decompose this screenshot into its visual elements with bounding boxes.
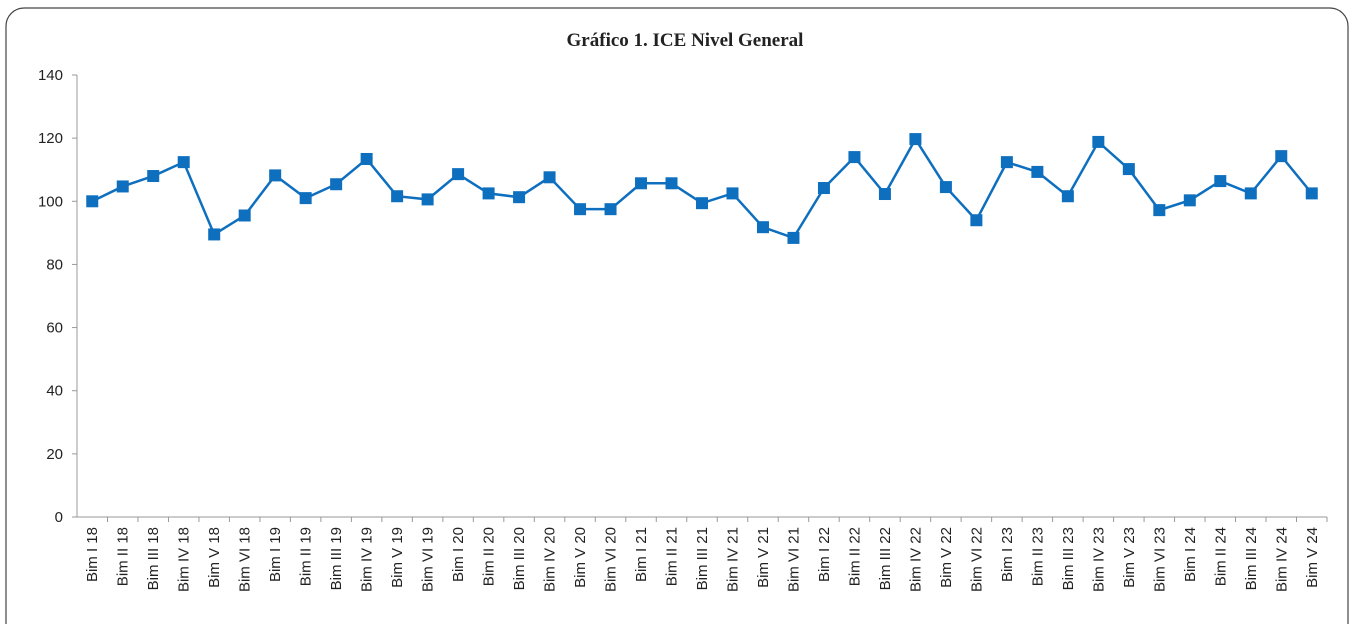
data-point [482, 187, 495, 200]
x-tick-label: Bim II 21 [664, 527, 681, 586]
data-point [1092, 135, 1105, 148]
data-point [1183, 194, 1196, 207]
x-tick-label: Bim II 24 [1212, 527, 1229, 586]
data-point [939, 181, 952, 194]
data-point [147, 170, 160, 183]
data-point [1244, 187, 1257, 200]
data-point [86, 195, 99, 208]
data-point [1153, 204, 1166, 217]
x-tick-label: Bim III 24 [1243, 527, 1260, 590]
x-tick-label: Bim VI 21 [785, 527, 802, 592]
data-point [452, 168, 465, 181]
y-tick-label: 0 [55, 509, 63, 526]
data-point [543, 171, 556, 184]
data-point [665, 177, 678, 190]
x-tick-label: Bim IV 18 [176, 527, 193, 592]
data-point [238, 209, 251, 222]
x-tick-label: Bim III 19 [328, 527, 345, 590]
x-tick-label: Bim I 22 [816, 527, 833, 582]
x-tick-label: Bim V 19 [389, 527, 406, 588]
data-point [1000, 156, 1013, 169]
data-point [299, 192, 312, 205]
y-tick-label: 120 [38, 130, 63, 147]
data-point [1275, 150, 1288, 163]
y-tick-label: 140 [38, 67, 63, 84]
x-tick-label: Bim I 23 [999, 527, 1016, 582]
data-point [1061, 190, 1074, 203]
x-tick-label: Bim V 24 [1304, 527, 1321, 588]
data-point [513, 191, 526, 204]
data-point [635, 177, 648, 190]
y-tick-label: 80 [46, 256, 63, 273]
x-tick-label: Bim II 23 [1029, 527, 1046, 586]
data-point [817, 182, 830, 195]
x-tick-label: Bim II 19 [298, 527, 315, 586]
data-point [696, 197, 708, 210]
data-point [421, 193, 434, 206]
x-tick-label: Bim III 23 [1060, 527, 1077, 590]
y-tick-label: 20 [46, 446, 63, 463]
x-tick-label: Bim IV 19 [359, 527, 376, 592]
chart-title: Gráfico 1. ICE Nivel General [567, 30, 804, 51]
x-tick-label: Bim III 22 [877, 527, 894, 590]
x-tick-label: Bim V 18 [206, 527, 223, 588]
x-tick-label: Bim IV 21 [724, 527, 741, 592]
x-tick-label: Bim V 20 [572, 527, 589, 588]
data-point [1122, 163, 1135, 176]
x-tick-label: Bim III 21 [694, 527, 711, 590]
data-point [604, 203, 617, 216]
data-point [909, 133, 922, 146]
data-point [756, 221, 769, 234]
x-tick-label: Bim I 20 [450, 527, 467, 582]
x-tick-label: Bim I 24 [1182, 527, 1199, 582]
x-tick-label: Bim III 18 [145, 527, 162, 590]
data-point [970, 214, 983, 227]
x-tick-label: Bim VI 23 [1151, 527, 1168, 592]
data-point [330, 178, 343, 191]
data-point [1214, 175, 1227, 188]
data-point [269, 169, 282, 182]
x-tick-label: Bim IV 20 [542, 527, 559, 592]
data-point [116, 180, 129, 193]
x-tick-label: Bim I 19 [267, 527, 284, 582]
x-tick-label: Bim II 18 [115, 527, 132, 586]
data-point [391, 190, 404, 203]
data-point [848, 151, 861, 164]
x-tick-label: Bim VI 18 [237, 527, 254, 592]
x-tick-label: Bim IV 23 [1090, 527, 1107, 592]
x-tick-label: Bim VI 20 [603, 527, 620, 592]
x-tick-label: Bim V 23 [1121, 527, 1138, 588]
x-tick-label: Bim IV 22 [907, 527, 924, 592]
data-point [787, 231, 800, 244]
x-tick-label: Bim V 22 [938, 527, 955, 588]
data-point [726, 187, 739, 200]
y-tick-label: 40 [46, 383, 63, 400]
x-tick-label: Bim III 20 [511, 527, 528, 590]
data-point [208, 228, 221, 241]
y-tick-label: 100 [38, 193, 63, 210]
x-tick-label: Bim VI 22 [968, 527, 985, 592]
x-tick-label: Bim I 18 [84, 527, 101, 582]
x-tick-label: Bim IV 24 [1273, 527, 1290, 592]
x-tick-label: Bim I 21 [633, 527, 650, 582]
data-point [1031, 165, 1044, 178]
data-point [1305, 187, 1318, 200]
data-point [360, 152, 373, 165]
y-tick-label: 60 [46, 320, 63, 337]
data-point [878, 188, 891, 201]
data-point [574, 203, 587, 216]
data-point [177, 156, 190, 169]
x-tick-label: Bim VI 19 [420, 527, 437, 592]
x-tick-label: Bim II 20 [481, 527, 498, 586]
x-tick-label: Bim II 22 [846, 527, 863, 586]
x-tick-label: Bim V 21 [755, 527, 772, 588]
